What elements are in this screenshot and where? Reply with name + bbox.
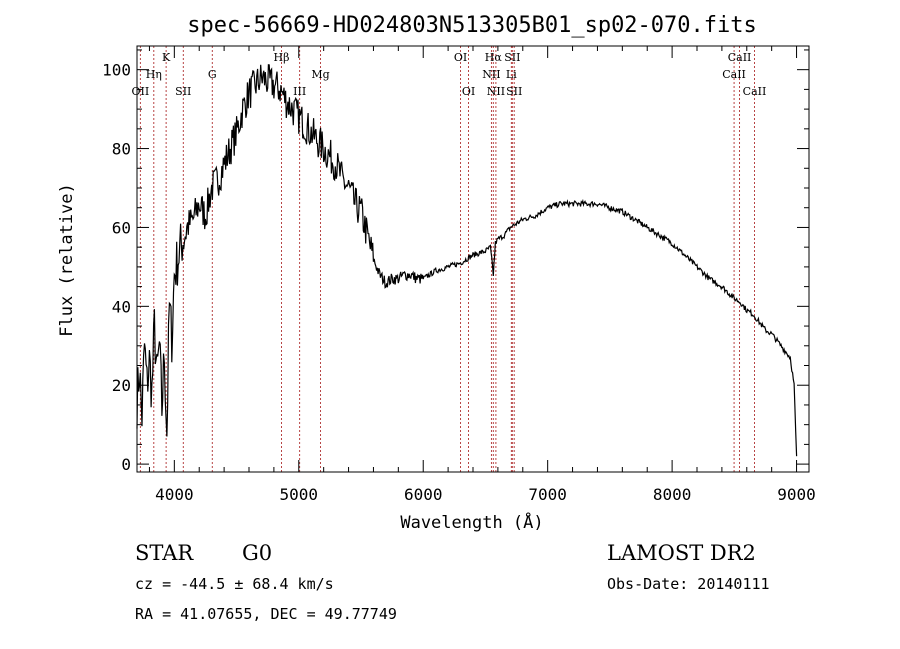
spectral-line-label: CaII — [728, 51, 752, 64]
spectral-line-label: Li — [506, 68, 517, 81]
object-subclass: G0 — [242, 541, 272, 565]
spectral-line-label: NII — [487, 85, 505, 98]
object-class: STAR — [135, 541, 194, 565]
y-tick-label: 20 — [112, 376, 131, 395]
y-tick-label: 60 — [112, 218, 131, 237]
y-axis-label: Flux (relative) — [57, 183, 77, 337]
x-tick-label: 4000 — [155, 485, 194, 504]
spectral-line-label: SII — [506, 85, 522, 98]
spectral-line-label: OI — [454, 51, 467, 64]
spectral-line-label: OI — [462, 85, 475, 98]
spectral-line-label: III — [293, 85, 306, 98]
x-axis-label: Wavelength (Å) — [400, 511, 543, 533]
axis-tick-labels: 4000 5000 6000 7000 8000 9000 0 20 40 60 80 100 — [102, 61, 816, 504]
spectral-line-markers — [139, 46, 755, 472]
spectral-line-label: SII — [504, 51, 520, 64]
spectral-line-label: CaII — [743, 85, 767, 98]
x-tick-label: 6000 — [404, 485, 443, 504]
plot-frame — [136, 45, 810, 473]
spectral-line-label: K — [162, 51, 171, 64]
spectrum-series-line — [136, 64, 798, 457]
ra-dec-coordinates: RA = 41.07655, DEC = 49.77749 — [135, 605, 397, 623]
axis-ticks — [137, 46, 809, 472]
observation-date: Obs-Date: 20140111 — [607, 575, 770, 593]
y-tick-label: 100 — [102, 61, 131, 80]
chart-title: spec-56669-HD024803N513305B01_sp02-070.f… — [187, 13, 757, 38]
y-tick-label: 0 — [121, 455, 131, 474]
x-tick-label: 7000 — [528, 485, 567, 504]
spectral-line-labels: OIIHηKSIIGHβIIIMgOIOIHαNIINIILiSIISIICaI… — [132, 51, 767, 98]
spectral-line-label: Hη — [146, 68, 162, 81]
spectral-line-label: OII — [132, 85, 150, 98]
spectral-line-label: NII — [482, 68, 500, 81]
x-tick-label: 9000 — [777, 485, 816, 504]
y-tick-label: 40 — [112, 297, 131, 316]
survey-name: LAMOST DR2 — [607, 541, 756, 565]
spectral-line-label: Mg — [311, 68, 329, 81]
spectral-line-label: Hβ — [274, 51, 290, 64]
spectral-line-label: Hα — [485, 51, 503, 64]
x-tick-label: 8000 — [653, 485, 692, 504]
x-tick-label: 5000 — [280, 485, 319, 504]
spectral-line-label: CaII — [722, 68, 746, 81]
spectral-line-label: G — [208, 68, 217, 81]
redshift-velocity: cz = -44.5 ± 68.4 km/s — [135, 575, 334, 593]
y-tick-label: 80 — [112, 140, 131, 159]
spectral-line-label: SII — [175, 85, 191, 98]
